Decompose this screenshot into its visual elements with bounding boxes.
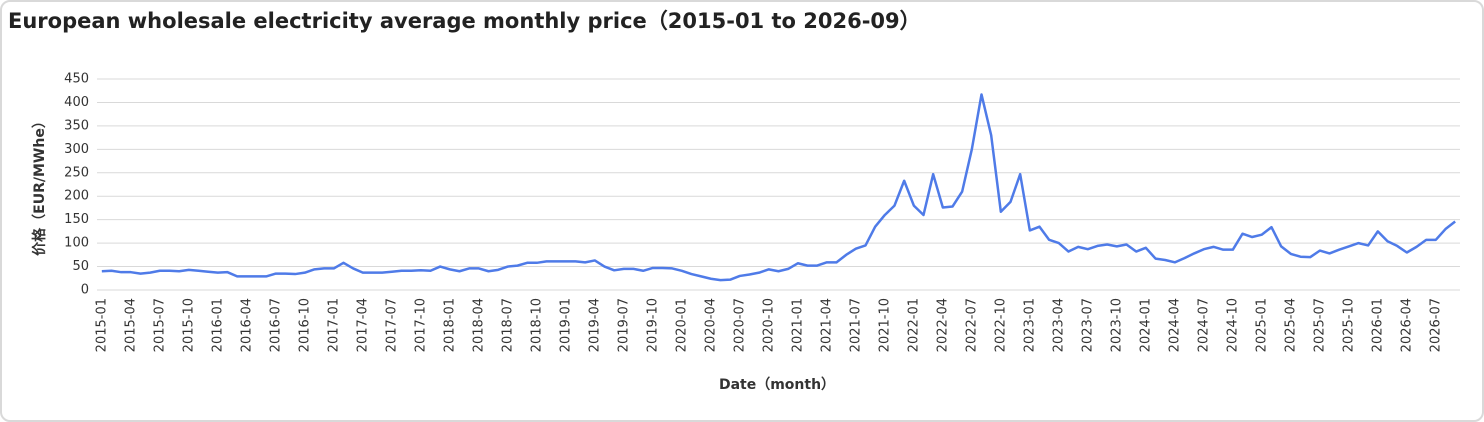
x-tick-label: 2019-04 — [587, 298, 602, 352]
x-axis-label: Date（month） — [719, 377, 835, 393]
x-tick-label: 2024-04 — [1167, 298, 1182, 352]
x-tick-label: 2023-04 — [1051, 298, 1066, 352]
y-tick-label: 50 — [72, 259, 89, 274]
x-tick-label: 2021-04 — [819, 298, 834, 352]
x-tick-label: 2026-01 — [1370, 298, 1385, 352]
x-tick-label: 2022-10 — [993, 298, 1008, 352]
x-tick-label: 2019-07 — [616, 298, 631, 352]
x-tick-label: 2021-07 — [848, 298, 863, 352]
x-tick-label: 2024-01 — [1138, 298, 1153, 352]
x-tick-label: 2020-10 — [761, 298, 776, 352]
x-tick-label: 2021-01 — [790, 298, 805, 352]
x-tick-label: 2016-07 — [268, 298, 283, 352]
x-tick-label: 2015-04 — [123, 298, 138, 352]
x-tick-label: 2019-10 — [645, 298, 660, 352]
y-tick-label: 300 — [64, 142, 89, 157]
x-tick-label: 2023-10 — [1109, 298, 1124, 352]
y-tick-label: 200 — [64, 189, 89, 204]
y-tick-label: 0 — [81, 283, 89, 298]
x-tick-label: 2020-07 — [732, 298, 747, 352]
x-tick-label: 2024-07 — [1196, 298, 1211, 352]
x-tick-label: 2024-10 — [1225, 298, 1240, 352]
x-tick-label: 2018-07 — [500, 298, 515, 352]
x-tick-label: 2025-01 — [1254, 298, 1269, 352]
x-tick-label: 2023-07 — [1080, 298, 1095, 352]
x-tick-label: 2025-04 — [1283, 298, 1298, 352]
x-tick-label: 2025-07 — [1312, 298, 1327, 352]
x-tick-label: 2017-04 — [355, 298, 370, 352]
x-tick-label: 2016-10 — [297, 298, 312, 352]
x-tick-label: 2016-04 — [239, 298, 254, 352]
x-tick-label: 2019-01 — [558, 298, 573, 352]
x-tick-label: 2022-04 — [935, 298, 950, 352]
x-tick-label: 2020-01 — [674, 298, 689, 352]
y-tick-label: 150 — [64, 212, 89, 227]
x-tick-label: 2015-01 — [94, 298, 109, 352]
x-tick-label: 2017-01 — [326, 298, 341, 352]
x-tick-label: 2016-01 — [210, 298, 225, 352]
y-axis-label: 价格（EUR/MWhe） — [31, 114, 48, 256]
y-tick-label: 400 — [64, 95, 89, 110]
y-tick-label: 250 — [64, 165, 89, 180]
y-tick-label: 100 — [64, 236, 89, 251]
x-tick-label: 2023-01 — [1022, 298, 1037, 352]
chart-title: European wholesale electricity average m… — [8, 9, 921, 33]
x-tick-label: 2018-01 — [442, 298, 457, 352]
x-tick-label: 2026-04 — [1399, 298, 1414, 352]
y-tick-label: 350 — [64, 118, 89, 133]
x-tick-label: 2020-04 — [703, 298, 718, 352]
y-tick-label: 450 — [64, 72, 89, 87]
x-tick-label: 2015-07 — [152, 298, 167, 352]
x-tick-label: 2018-10 — [529, 298, 544, 352]
x-tick-label: 2022-01 — [906, 298, 921, 352]
x-tick-label: 2017-07 — [384, 298, 399, 352]
data-line — [101, 93, 1456, 282]
x-tick-label: 2021-10 — [877, 298, 892, 352]
x-tick-label: 2017-10 — [413, 298, 428, 352]
x-tick-label: 2015-10 — [181, 298, 196, 352]
x-tick-label: 2022-07 — [964, 298, 979, 352]
x-tick-label: 2018-04 — [471, 298, 486, 352]
x-tick-label: 2026-07 — [1428, 298, 1443, 352]
x-tick-label: 2025-10 — [1341, 298, 1356, 352]
